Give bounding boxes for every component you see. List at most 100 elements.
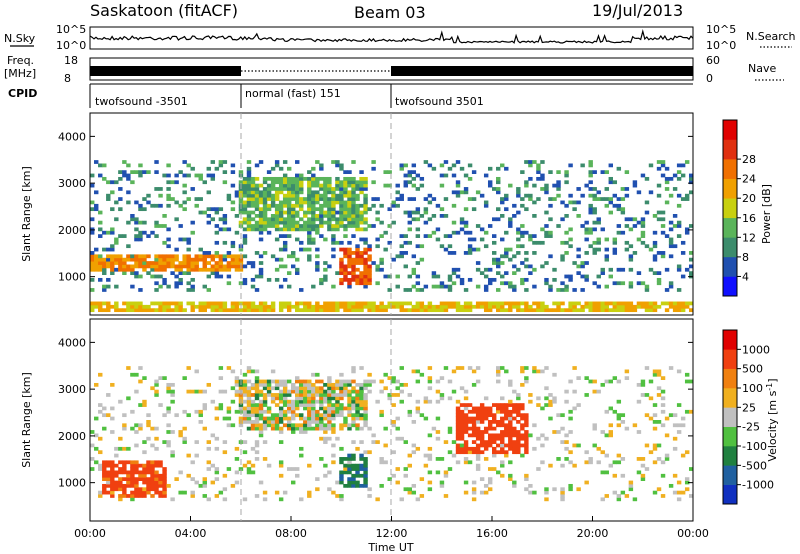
heatmap-cell <box>536 396 541 401</box>
heatmap-cell <box>311 399 316 404</box>
heatmap-cell <box>138 423 143 428</box>
heatmap-cell <box>118 446 123 451</box>
heatmap-cell <box>556 193 561 198</box>
heatmap-cell <box>230 386 236 391</box>
heatmap-cell <box>407 288 412 292</box>
heatmap-cell <box>367 207 372 212</box>
heatmap-cell <box>367 308 372 313</box>
heatmap-cell <box>383 443 388 448</box>
heatmap-cell <box>299 426 304 431</box>
station-title: Saskatoon (fitACF) <box>90 1 238 20</box>
heatmap-cell <box>680 240 686 245</box>
heatmap-cell <box>632 251 638 255</box>
heatmap-cell <box>110 490 115 495</box>
heatmap-cell <box>90 254 95 259</box>
heatmap-cell <box>463 173 469 178</box>
heatmap-cell <box>676 224 682 228</box>
heatmap-cell <box>190 389 195 394</box>
heatmap-cell <box>355 224 360 228</box>
heatmap-cell <box>126 176 131 181</box>
heatmap-cell <box>118 467 123 471</box>
heatmap-cell <box>504 197 509 201</box>
heatmap-cell <box>616 197 622 201</box>
heatmap-cell <box>311 382 316 387</box>
heatmap-cell <box>126 477 131 481</box>
heatmap-cell <box>640 304 646 309</box>
heatmap-cell <box>415 399 421 404</box>
heatmap-cell <box>592 210 597 215</box>
colorbar-tick-label: 20 <box>742 192 756 205</box>
heatmap-cell <box>238 247 244 252</box>
heatmap-cell <box>375 197 380 201</box>
heatmap-cell <box>496 369 501 374</box>
heatmap-cell <box>206 301 211 306</box>
heatmap-cell <box>363 382 368 387</box>
heatmap-cell <box>166 163 171 168</box>
heatmap-cell <box>351 274 356 279</box>
heatmap-cell <box>592 227 597 232</box>
heatmap-cell <box>307 396 312 401</box>
heatmap-cell <box>138 203 143 208</box>
heatmap-cell <box>110 480 115 485</box>
heatmap-cell <box>158 193 163 198</box>
heatmap-cell <box>331 197 336 201</box>
heatmap-cell <box>383 426 388 431</box>
heatmap-cell <box>154 224 159 228</box>
heatmap-cell <box>307 403 312 407</box>
heatmap-cell <box>467 433 473 438</box>
heatmap-cell <box>351 399 356 404</box>
heatmap-cell <box>636 399 642 404</box>
heatmap-cell <box>592 304 597 309</box>
heatmap-cell <box>520 234 525 238</box>
heatmap-cell <box>162 281 167 286</box>
heatmap-cell <box>186 247 191 252</box>
heatmap-cell <box>274 379 280 384</box>
heatmap-cell <box>475 446 481 451</box>
heatmap-cell <box>291 217 296 222</box>
heatmap-cell <box>435 237 441 242</box>
heatmap-cell <box>451 453 457 458</box>
heatmap-cell <box>371 160 376 164</box>
heatmap-cell <box>258 399 264 404</box>
heatmap-cell <box>174 304 179 309</box>
colorbar-swatch <box>723 484 737 505</box>
heatmap-cell <box>206 304 211 309</box>
heatmap-cell <box>504 406 509 411</box>
heatmap-cell <box>355 267 360 272</box>
heatmap-cell <box>315 247 320 252</box>
heatmap-cell <box>367 277 372 282</box>
heatmap-cell <box>246 420 252 424</box>
heatmap-cell <box>222 240 228 245</box>
heatmap-cell <box>146 467 151 471</box>
heatmap-cell <box>98 277 103 282</box>
heatmap-cell <box>286 210 292 215</box>
heatmap-cell <box>299 308 304 313</box>
heatmap-cell <box>198 301 203 306</box>
heatmap-cell <box>206 446 211 451</box>
heatmap-cell <box>122 467 127 471</box>
heatmap-cell <box>483 301 489 306</box>
heatmap-cell <box>110 460 115 465</box>
heatmap-cell <box>664 308 670 313</box>
heatmap-cell <box>496 166 501 171</box>
heatmap-cell <box>459 430 465 434</box>
heatmap-cell <box>182 160 187 164</box>
heatmap-cell <box>327 409 332 414</box>
heatmap-cell <box>355 220 360 225</box>
heatmap-cell <box>146 490 151 495</box>
heatmap-cell <box>564 457 569 461</box>
heatmap-cell <box>214 264 220 269</box>
heatmap-cell <box>463 304 469 309</box>
heatmap-cell <box>258 430 264 434</box>
heatmap-cell <box>299 497 304 502</box>
heatmap-cell <box>652 446 658 451</box>
heatmap-cell <box>624 304 630 309</box>
heatmap-cell <box>311 413 316 418</box>
heatmap-cell <box>363 247 368 252</box>
heatmap-cell <box>182 426 187 431</box>
heatmap-cell <box>206 497 211 502</box>
heatmap-cell <box>250 227 256 232</box>
heatmap-cell <box>588 170 593 174</box>
heatmap-cell <box>291 399 296 404</box>
heatmap-cell <box>142 467 147 471</box>
